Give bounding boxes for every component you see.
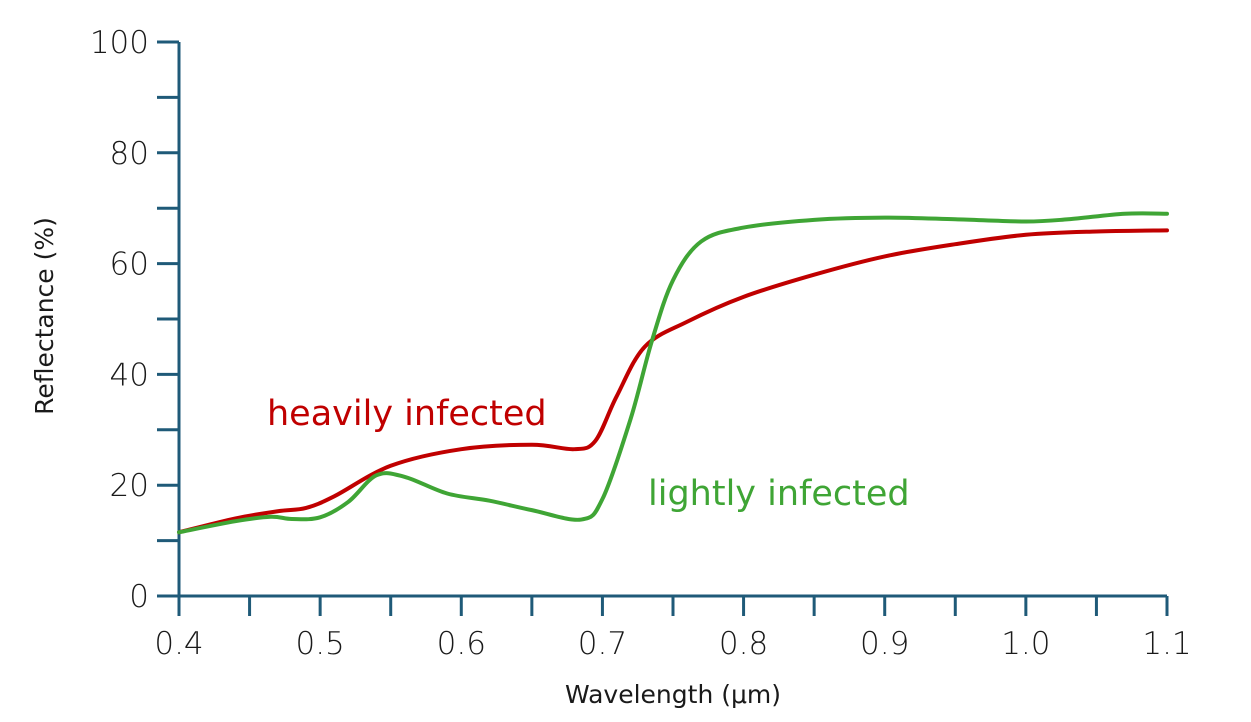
series-labels: heavily infected lightly infected bbox=[267, 394, 910, 514]
x-tick-label: 0.8 bbox=[719, 626, 768, 662]
lightly-infected-line bbox=[177, 211, 1169, 535]
y-axis-title: Reflectance (%) bbox=[30, 217, 59, 415]
x-tick-label: 1.1 bbox=[1142, 626, 1191, 662]
x-tick-label: 0.5 bbox=[295, 626, 344, 662]
y-tick-label: 40 bbox=[110, 357, 149, 393]
x-tick-label: 0.4 bbox=[154, 626, 203, 662]
y-tick-label: 60 bbox=[110, 247, 149, 283]
x-tick-label: 1.0 bbox=[1001, 626, 1050, 662]
y-tick-label: 20 bbox=[110, 468, 149, 504]
heavily-infected-label: heavily infected bbox=[267, 394, 547, 434]
lightly-infected-label: lightly infected bbox=[648, 474, 910, 514]
y-tick-label: 0 bbox=[129, 579, 149, 615]
heavily-infected-line bbox=[177, 228, 1169, 535]
x-tick-label: 0.6 bbox=[437, 626, 486, 662]
x-tick-label: 0.9 bbox=[860, 626, 909, 662]
y-tick-label: 80 bbox=[110, 136, 149, 172]
axes: 0 20 40 60 80 100 0.4 0.5 0.6 0.7 0.8 0.9 1.0 1.1 bbox=[90, 25, 1192, 662]
y-tick-label: 100 bbox=[90, 25, 149, 61]
x-tick-label: 0.7 bbox=[578, 626, 627, 662]
series-lines bbox=[177, 211, 1169, 535]
x-axis-title: Wavelength (μm) bbox=[565, 680, 781, 709]
